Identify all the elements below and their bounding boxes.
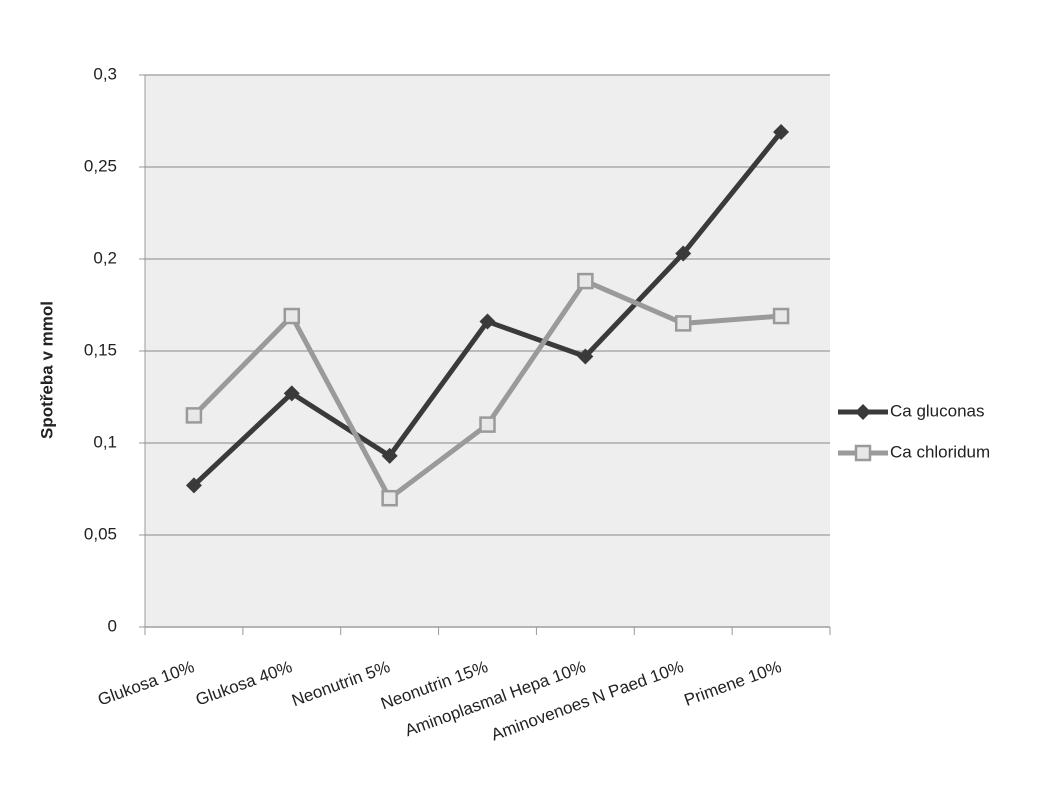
x-tick-label: Glukosa 40% bbox=[193, 657, 295, 709]
y-tick-label: 0,1 bbox=[93, 432, 117, 451]
y-tick-label: 0,25 bbox=[84, 156, 117, 175]
point bbox=[381, 447, 398, 464]
y-tick-label: 0,05 bbox=[84, 524, 117, 543]
point bbox=[674, 315, 692, 332]
legend-label: Ca chloridum bbox=[890, 442, 990, 461]
x-tick-label: Aminovenoes N Paed 10% bbox=[489, 657, 686, 744]
legend-marker bbox=[854, 444, 872, 462]
x-tick-label: Neonutrin 5% bbox=[289, 657, 392, 710]
y-tick-label: 0,15 bbox=[84, 340, 117, 359]
point bbox=[773, 124, 790, 141]
point bbox=[381, 489, 398, 507]
y-tick-label: 0,2 bbox=[93, 248, 117, 267]
point bbox=[479, 416, 496, 433]
y-tick-label: 0 bbox=[108, 616, 117, 635]
point bbox=[772, 307, 790, 325]
x-tick-label: Glukosa 10% bbox=[95, 657, 197, 709]
y-tick-label: 0,3 bbox=[93, 64, 117, 83]
point bbox=[479, 313, 496, 330]
legend-marker bbox=[855, 404, 871, 420]
point bbox=[577, 272, 594, 290]
point bbox=[675, 245, 692, 262]
x-tick-label: Primene 10% bbox=[682, 657, 784, 710]
point bbox=[185, 477, 202, 494]
point bbox=[185, 407, 203, 424]
y-axis-label: Spotřeba v mmol bbox=[37, 301, 56, 439]
point bbox=[577, 348, 594, 365]
point bbox=[283, 385, 300, 402]
point bbox=[283, 307, 301, 325]
legend-label: Ca gluconas bbox=[890, 401, 985, 420]
